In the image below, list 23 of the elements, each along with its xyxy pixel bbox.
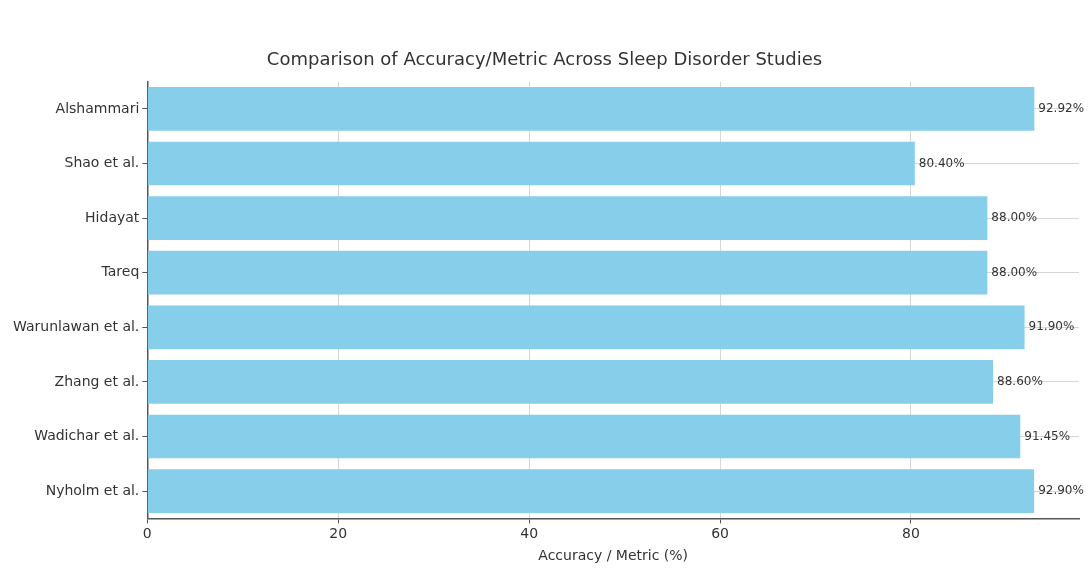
x-tick-label: 40 [520,525,539,542]
data-label: 92.90% [1038,483,1084,498]
x-tick-label: 60 [711,525,729,542]
y-tick-label: Shao et al. [64,154,140,171]
y-tick-label: Alshammari [55,99,140,116]
y-tick-label: Warunlawan et al. [12,317,140,334]
data-label: 80.40% [918,155,965,170]
y-tick-label: Hidayat [85,208,140,225]
y-tick-label: Tareq [100,263,140,280]
x-axis-title: Accuracy / Metric (%) [538,547,689,564]
data-label: 88.60% [997,374,1043,389]
chart-title: Comparison of Accuracy/Metric Across Sleep Disorder Studies [266,48,823,70]
data-label: 88.00% [991,210,1038,225]
y-tick-label: Wadichar et al. [34,427,140,444]
x-tick-label: 0 [142,525,152,542]
data-label: 88.00% [991,264,1038,279]
data-label: 92.92% [1038,101,1085,116]
x-tick-label: 20 [329,525,348,542]
x-tick-label: 80 [902,525,920,542]
data-label: 91.45% [1024,428,1071,443]
y-tick-label: Nyholm et al. [45,481,140,498]
data-label: 91.90% [1028,319,1075,334]
y-tick-label: Zhang et al. [54,372,140,389]
